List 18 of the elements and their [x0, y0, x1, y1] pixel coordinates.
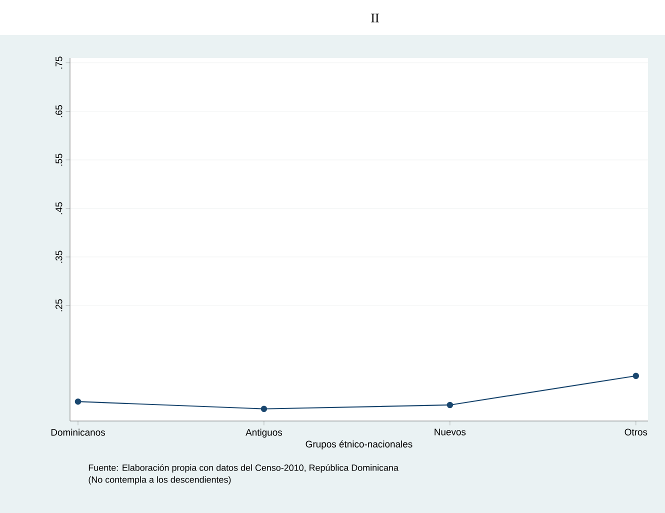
x-tick-label: Antiguos: [246, 428, 282, 438]
point: [446, 402, 454, 408]
point: [74, 398, 82, 405]
y-tick-label: .65: [56, 105, 62, 118]
y-tick-label: .45: [56, 202, 62, 214]
x-tick-label: Otros: [624, 428, 648, 436]
x-tick-label: Dominicanos: [51, 428, 106, 436]
chart-title: II: [371, 14, 379, 22]
y-tick-label: .25: [56, 299, 62, 312]
y-tick-label: .35: [56, 250, 62, 263]
x-tick-label: Nuevos: [434, 428, 466, 436]
source-note: Fuente: Elaboración propia con datos del Censo-2010, República Dominicana: [88, 464, 399, 473]
point: [632, 372, 640, 380]
y-tick-label: .75: [56, 56, 62, 69]
text: (No contempla a los descendientes): [88, 476, 231, 485]
x-axis-title: Grupos étnico-nacionales: [306, 440, 412, 450]
point: [260, 406, 268, 412]
y-tick-label: .55: [56, 154, 62, 166]
